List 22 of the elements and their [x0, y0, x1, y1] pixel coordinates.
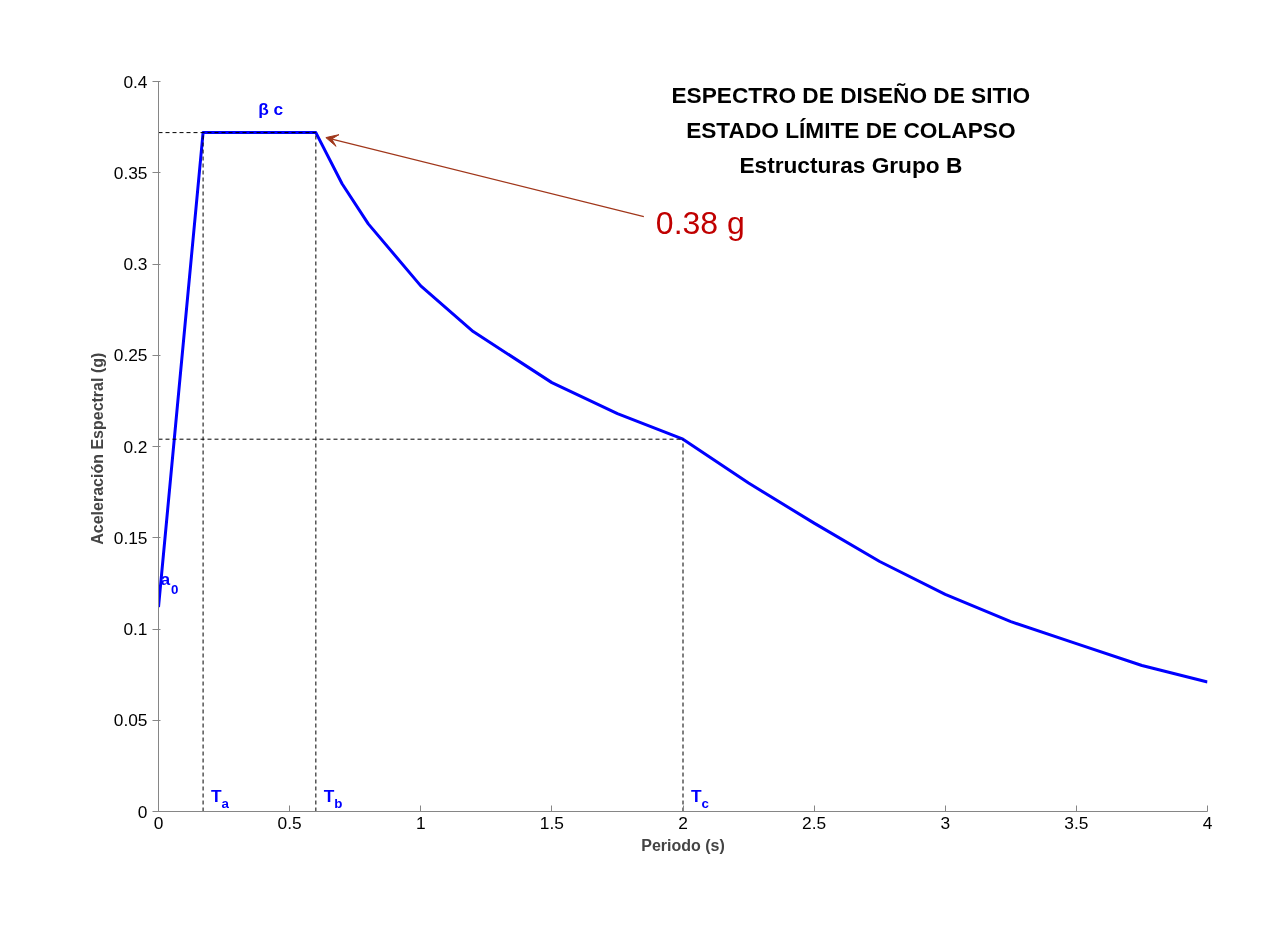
x-tick-label: 2	[678, 812, 688, 833]
x-tick-label: 0	[153, 812, 164, 833]
y-tick-label: 0.3	[123, 254, 148, 274]
y-tick-label: 0.05	[113, 710, 148, 731]
x-tick-label: 3	[940, 812, 951, 833]
y-tick-label: 0.25	[113, 345, 148, 366]
annotation: 0.38 g	[655, 204, 745, 241]
y-tick-label: 0.15	[113, 527, 148, 548]
annotation: β c	[258, 98, 284, 119]
x-tick-label: 2.5	[802, 812, 827, 833]
text: ESPECTRO DE DISEÑO DE SITIO ESTADO LÍMITE DE COLAPSO Estructuras Grupo B	[671, 81, 1031, 178]
x-tick-label: 4	[1202, 812, 1213, 833]
y-tick-label: 0.4	[123, 71, 148, 92]
x-axis-title: Periodo (s)	[641, 836, 725, 854]
x-tick-label: 1	[415, 812, 426, 833]
x-tick-label: 3.5	[1064, 812, 1089, 833]
y-tick-label: 0.1	[123, 619, 148, 639]
x-tick-label: 1.5	[539, 812, 564, 833]
y-axis-title: Aceleración Espectral (g)	[88, 352, 106, 545]
x-tick-label: 0.5	[277, 812, 302, 833]
y-tick-label: 0.2	[123, 436, 148, 457]
y-tick-label: 0.35	[113, 162, 148, 183]
